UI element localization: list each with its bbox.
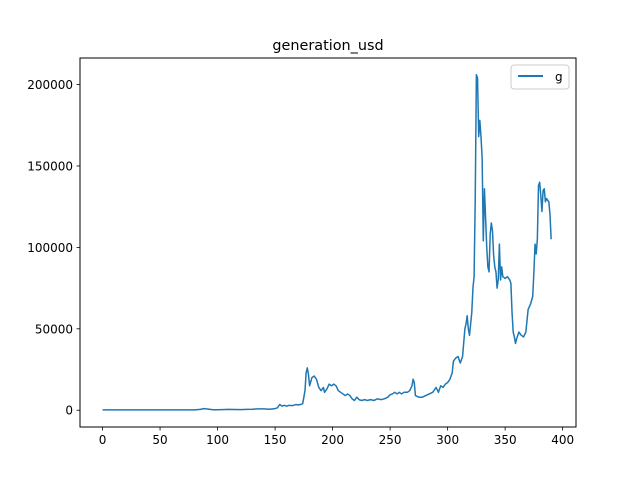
x-tick-label: 100	[206, 433, 229, 447]
x-tick-label: 0	[99, 433, 107, 447]
axes-frame	[79, 57, 577, 428]
x-tick-label: 350	[494, 433, 517, 447]
x-tick-label: 250	[379, 433, 402, 447]
chart-title: generation_usd	[272, 38, 383, 54]
legend-label: g	[555, 70, 563, 84]
x-tick-label: 200	[321, 433, 344, 447]
x-tick-label: 150	[264, 433, 287, 447]
x-axis: 0 50 100 150 200 250 300 350 400	[99, 427, 574, 447]
x-tick-label: 50	[152, 433, 167, 447]
y-tick-label: 100000	[27, 241, 73, 255]
legend: g	[510, 64, 570, 90]
plot-area	[102, 74, 552, 411]
y-tick-label: 150000	[27, 159, 73, 173]
y-tick-label: 50000	[35, 322, 73, 336]
y-axis: 0 50000 100000 150000 200000	[27, 78, 80, 418]
y-tick-label: 200000	[27, 78, 73, 92]
series-line-g	[102, 74, 552, 411]
y-tick-label: 0	[65, 404, 73, 418]
x-tick-label: 300	[436, 433, 459, 447]
x-tick-label: 400	[551, 433, 574, 447]
